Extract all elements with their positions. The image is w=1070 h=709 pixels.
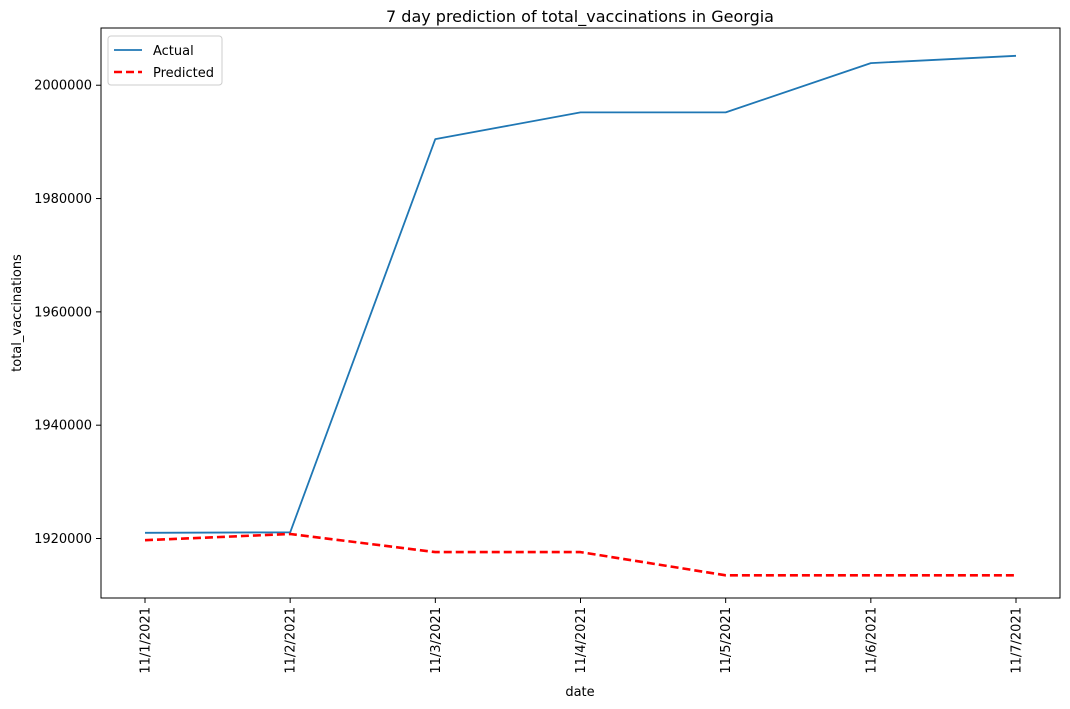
y-axis-label: total_vaccinations bbox=[10, 254, 25, 372]
legend-box bbox=[107, 35, 223, 86]
series-line-actual bbox=[144, 54, 1017, 534]
plot-area bbox=[101, 28, 1060, 598]
legend-label-predicted: Predicted bbox=[153, 66, 214, 81]
x-axis-ticks: 11/1/2021 11/2/2021 11/3/2021 11/4/2021 11/5… bbox=[139, 598, 1025, 674]
y-tick-label: 2000000 bbox=[34, 79, 92, 94]
legend: Actual Predicted bbox=[107, 35, 223, 86]
series-line-predicted bbox=[144, 532, 1016, 577]
y-tick-label: 1940000 bbox=[34, 419, 92, 434]
y-tick-label: 1980000 bbox=[34, 192, 92, 207]
legend-label-actual: Actual bbox=[153, 44, 194, 59]
x-tick-label: 11/4/2021 bbox=[574, 607, 589, 674]
y-tick-label: 1920000 bbox=[34, 532, 92, 547]
x-tick-label: 11/6/2021 bbox=[864, 607, 879, 674]
x-axis-label: date bbox=[565, 685, 594, 700]
x-tick-label: 11/1/2021 bbox=[139, 607, 154, 674]
x-tick-label: 11/7/2021 bbox=[1010, 607, 1025, 674]
y-tick-label: 1960000 bbox=[34, 305, 92, 320]
chart-title: 7 day prediction of total_vaccinations i… bbox=[386, 7, 774, 27]
x-tick-label: 11/3/2021 bbox=[429, 607, 444, 674]
plot-frame bbox=[100, 27, 1061, 599]
y-axis-ticks: 1920000 1940000 1960000 1980000 2000000 bbox=[34, 79, 101, 547]
series-layer bbox=[144, 54, 1017, 577]
x-tick-label: 11/2/2021 bbox=[284, 607, 299, 674]
x-tick-label: 11/5/2021 bbox=[719, 607, 734, 674]
